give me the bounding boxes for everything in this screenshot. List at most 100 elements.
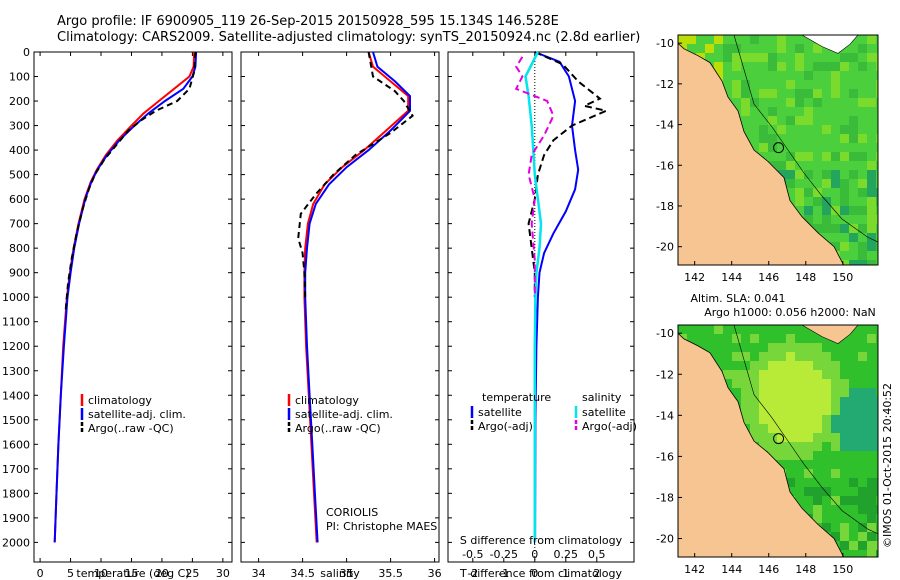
legend-label: satellite	[582, 406, 626, 419]
map-x-tick-label: 142	[684, 563, 705, 576]
legend-label: satellite-adj. clim.	[88, 408, 186, 421]
y-tick-label: 300	[9, 120, 30, 133]
map-x-tick-label: 146	[758, 563, 779, 576]
x-tick-label: 0	[37, 567, 44, 580]
figure-title-line2: Climatology: CARS2009. Satellite-adjuste…	[57, 30, 641, 45]
map-area	[678, 325, 878, 557]
legend-label: Argo(..raw -QC)	[295, 422, 381, 435]
chart-panel-3: -2 -1 0 1 2T difference from climatology -0.5…	[447, 51, 637, 580]
map-y-tick-label: -10	[656, 37, 674, 50]
x-tick-label: -1	[498, 567, 509, 580]
argo-float-marker	[773, 433, 785, 445]
y-tick-label: 1300	[2, 365, 30, 378]
map-y-tick-label: -14	[656, 409, 674, 422]
legend-label: climatology	[88, 394, 152, 407]
map-y-tick-label: -14	[656, 119, 674, 132]
map-y-tick-label: -20	[656, 241, 674, 254]
diff-series-line	[524, 51, 543, 543]
y-tick-label: 1100	[2, 316, 30, 329]
map-y-tick-label: -16	[656, 450, 674, 463]
map-x-tick-label: 142	[684, 271, 705, 284]
x-top-tick-label: 0	[531, 548, 538, 561]
plot-frame	[447, 51, 635, 563]
x-tick-label: 10	[94, 567, 108, 580]
y-tick-label: 1700	[2, 463, 30, 476]
y-tick-label: 1200	[2, 340, 30, 353]
diff-series-line	[534, 51, 580, 543]
legend-title: salinity	[582, 391, 622, 404]
depth-contour	[733, 325, 878, 535]
y-tick-label: 400	[9, 144, 30, 157]
x-tick-label: 0	[531, 567, 538, 580]
series-line-satellite-adj-clim-	[304, 51, 411, 543]
x-tick-label: 5	[67, 567, 74, 580]
y-tick-label: 800	[9, 242, 30, 255]
land-mass	[678, 332, 845, 557]
series-line-argo-raw-qc-	[64, 51, 197, 310]
y-tick-label: 500	[9, 169, 30, 182]
x-tick-label: 1	[562, 567, 569, 580]
map-x-tick-label: 148	[795, 563, 816, 576]
x-tick-label: 36	[428, 567, 442, 580]
x-tick-label: 35.5	[378, 567, 403, 580]
argo-float-marker	[773, 142, 785, 154]
map-y-tick-label: -18	[656, 491, 674, 504]
x-tick-label: 2	[593, 567, 600, 580]
y-tick-label: 1000	[2, 291, 30, 304]
depth-contour	[733, 35, 878, 243]
x-axis-label: temperature (deg C)	[76, 567, 189, 580]
map-area	[678, 35, 878, 265]
map-x-tick-label: 150	[832, 271, 853, 284]
legend-label: Argo(-adj)	[478, 420, 533, 433]
map-y-tick-label: -12	[656, 78, 674, 91]
chart-panel-1: 0100200300400500600700800900100011001200…	[2, 46, 233, 580]
y-tick-label: 1400	[2, 389, 30, 402]
y-tick-label: 1600	[2, 438, 30, 451]
map-frame	[677, 324, 879, 558]
y-tick-label: 200	[9, 95, 30, 108]
annotation-text: CORIOLIS	[326, 506, 378, 519]
y-tick-label: 900	[9, 267, 30, 280]
x-tick-label: 35	[340, 567, 354, 580]
y-tick-label: 100	[9, 71, 30, 84]
map-x-tick-label: 146	[758, 271, 779, 284]
map-bottom-subtitle: Argo h1000: 0.056 h2000: NaN	[704, 306, 876, 319]
map-frame	[677, 34, 879, 266]
plot-frame	[240, 51, 440, 563]
legend-label: Argo(..raw -QC)	[88, 422, 174, 435]
x-tick-label: 34.5	[290, 567, 315, 580]
diff-series-line	[527, 51, 610, 298]
x-tick-label: 20	[155, 567, 169, 580]
map-x-tick-label: 144	[721, 563, 742, 576]
annotation-text: PI: Christophe MAES	[326, 520, 437, 533]
y-tick-label: 1500	[2, 414, 30, 427]
map-x-tick-label: 148	[795, 271, 816, 284]
diff-series-line	[514, 56, 555, 298]
legend-label: climatology	[295, 394, 359, 407]
x-tick-label: -2	[467, 567, 478, 580]
x-tick-label: 30	[216, 567, 230, 580]
map-y-tick-label: -12	[656, 368, 674, 381]
map-y-tick-label: -10	[656, 327, 674, 340]
map-x-tick-label: 150	[832, 563, 853, 576]
map-y-tick-label: -18	[656, 200, 674, 213]
legend-label: Argo(-adj)	[582, 420, 637, 433]
island	[801, 35, 859, 54]
x-top-tick-label: 0.5	[588, 548, 606, 561]
footer-timestamp: ©IMOS 01-Oct-2015 20:40:52	[881, 382, 894, 548]
x-tick-label: 15	[124, 567, 138, 580]
legend-label: satellite-adj. clim.	[295, 408, 393, 421]
x-top-tick-label: -0.5	[462, 548, 483, 561]
map-sst: -10 -12 -14 -16 -18 -20 142 144 146 148 150	[656, 34, 879, 284]
y-tick-label: 1900	[2, 512, 30, 525]
map-bottom-title: Altim. SLA: 0.041	[690, 292, 785, 305]
island	[801, 325, 859, 344]
map-y-tick-label: -20	[656, 533, 674, 546]
land-mass	[678, 42, 845, 265]
chart-panel-2: 34 34.5 35 35.5 36 salinity climatologysatelli…	[240, 51, 442, 580]
legend-title: temperature	[482, 391, 551, 404]
y-tick-label: 700	[9, 218, 30, 231]
x-top-tick-label: 0.25	[554, 548, 579, 561]
x-top-tick-label: -0.25	[490, 548, 518, 561]
plot-frame	[33, 51, 233, 563]
